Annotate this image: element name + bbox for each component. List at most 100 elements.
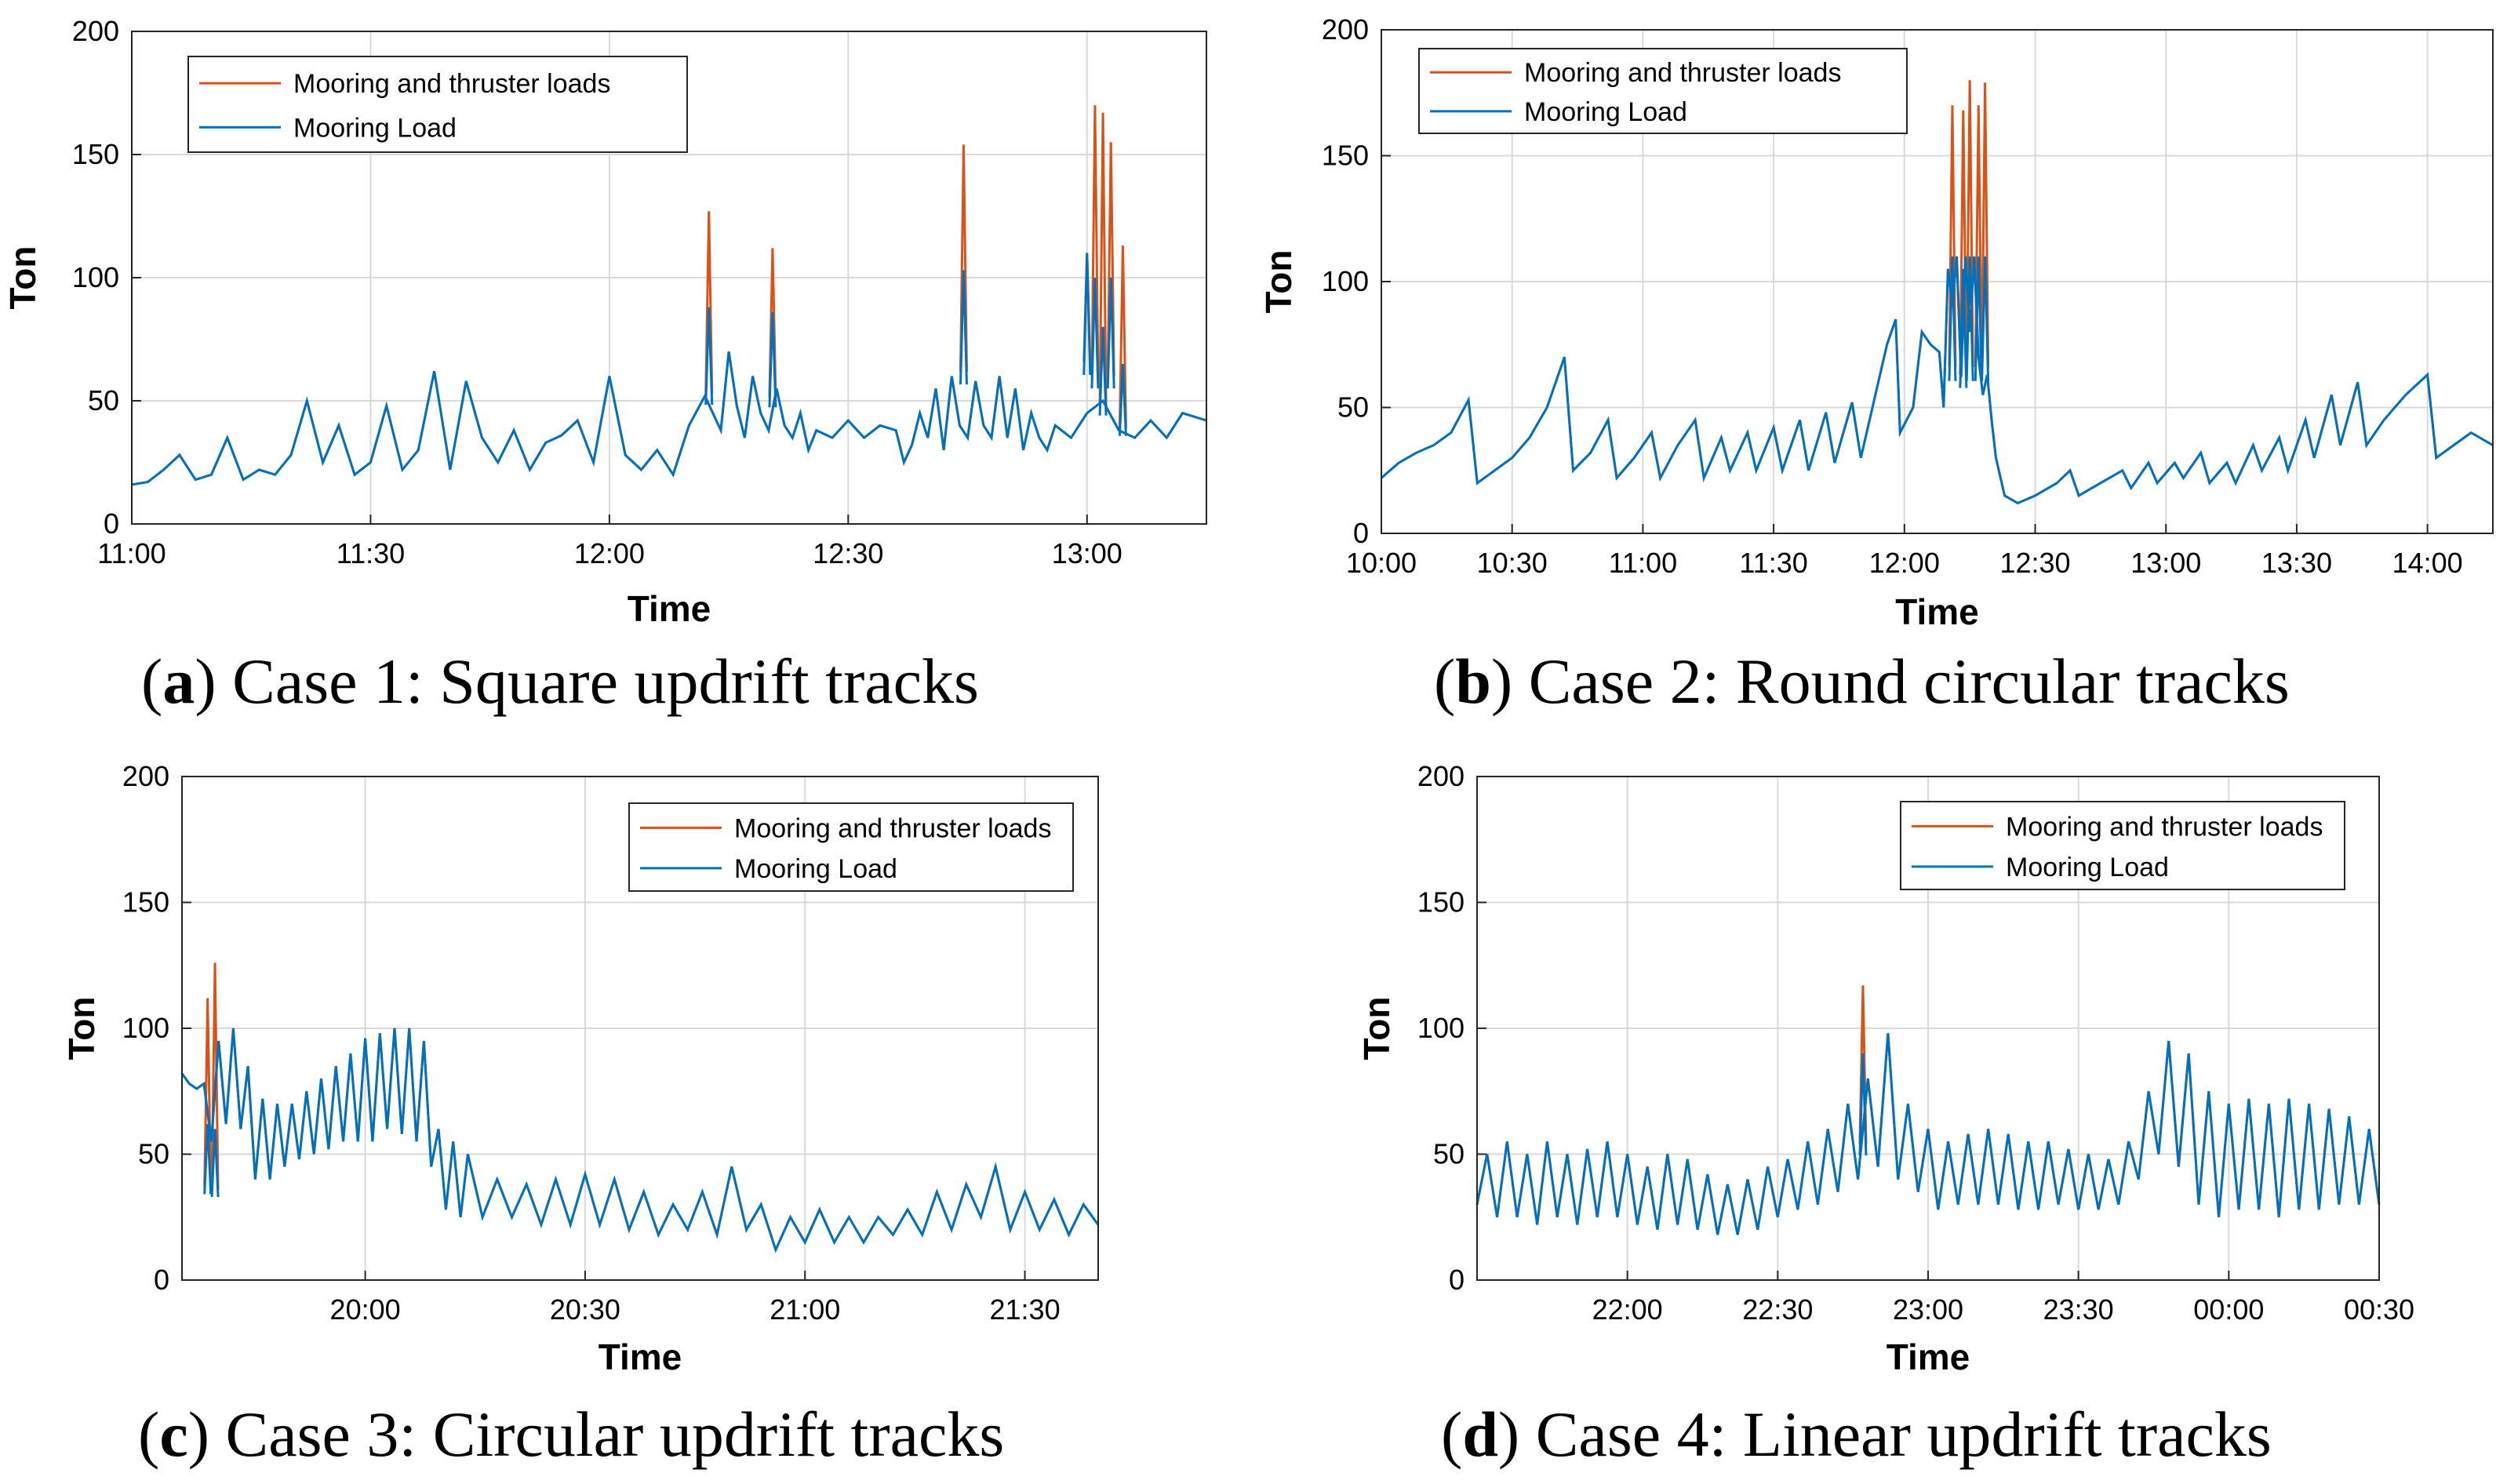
series-mooring-load-spike	[959, 270, 968, 385]
y-tick-label: 0	[104, 507, 119, 540]
x-tick-label: 11:30	[337, 537, 405, 569]
x-tick-label: 11:00	[1609, 547, 1677, 579]
y-tick-label: 100	[122, 1012, 169, 1044]
x-axis-label: Time	[599, 1337, 682, 1377]
x-tick-label: 12:00	[574, 537, 645, 569]
y-tick-label: 50	[88, 384, 119, 416]
series-mooring-thruster-spike	[1118, 246, 1127, 428]
x-tick-label: 13:30	[2261, 547, 2332, 579]
series-mooring-thruster-spike	[1098, 112, 1108, 406]
caption-d-letter: d	[1462, 1399, 1498, 1470]
caption-c-letter: c	[159, 1399, 188, 1470]
x-tick-label: 12:30	[813, 537, 883, 569]
legend-label-thruster: Mooring and thruster loads	[1524, 58, 1841, 88]
x-axis-label: Time	[1895, 591, 1979, 632]
series-mooring-load-spike	[1090, 277, 1100, 389]
series-mooring-load-spike	[704, 307, 714, 406]
legend-label-thruster: Mooring and thruster loads	[293, 69, 610, 99]
y-tick-label: 50	[1433, 1138, 1464, 1170]
y-tick-label: 150	[1322, 140, 1369, 172]
legend-box	[1900, 801, 2345, 890]
series-mooring-thruster-spike	[1090, 105, 1100, 376]
x-tick-label: 21:00	[770, 1293, 840, 1326]
y-tick-label: 200	[122, 760, 169, 792]
series-mooring-load-spike	[203, 1123, 213, 1195]
series-mooring-load-spike	[210, 1129, 220, 1198]
legend-box	[187, 56, 688, 153]
panel-b: 0 50 100 150 200 10:00 10:30 11:00 11:30 12:00 12:…	[1248, 0, 2496, 742]
y-tick-label: 200	[1417, 760, 1464, 792]
legend: Mooring and thruster loads Mooring Load	[628, 802, 1074, 892]
x-tick-label: 20:30	[550, 1293, 620, 1326]
series-mooring-load-spike	[1098, 326, 1108, 416]
x-tick-label: 10:00	[1346, 547, 1417, 579]
series-mooring-thruster-spike	[1974, 105, 1983, 368]
x-tick-label: 13:00	[2130, 547, 2201, 579]
x-tick-label: 20:00	[330, 1293, 401, 1326]
y-tick-label: 0	[154, 1264, 169, 1296]
chart-d-content: 0 50 100 150 200 22:00 22:30 23:00 23:30 00:00 00:…	[1356, 760, 2414, 1377]
y-tick-label: 0	[1449, 1264, 1464, 1296]
y-axis-label: Ton	[1356, 997, 1397, 1060]
x-tick-label: 12:30	[1999, 547, 2070, 579]
series-mooring-load-line	[1475, 1033, 2381, 1235]
chart-a: 0 50 100 150 200 11:00 11:30 12:00 12:30 13:00 Tim…	[2, 15, 1207, 629]
y-tick-label: 50	[138, 1138, 169, 1170]
legend-label-mooring: Mooring Load	[2006, 853, 2169, 882]
x-tick-label: 22:30	[1742, 1293, 1813, 1326]
series-mooring-load-spike	[1959, 268, 1968, 388]
y-tick-label: 150	[1417, 886, 1464, 918]
series-mooring-load-spike	[768, 311, 777, 408]
x-tick-label: 00:30	[2344, 1293, 2414, 1326]
caption-c: (c) Case 3: Circular updrift tracks	[138, 1399, 1005, 1470]
legend-label-thruster: Mooring and thruster loads	[2006, 812, 2323, 842]
caption-b-letter: b	[1455, 646, 1491, 717]
series-mooring-load-spike	[1118, 363, 1127, 436]
legend: Mooring and thruster loads Mooring Load	[187, 56, 688, 153]
x-tick-label: 23:30	[2043, 1293, 2114, 1326]
x-tick-label: 11:30	[1739, 547, 1807, 579]
chart-c-content: 0 50 100 150 200 20:00 20:30 21:00 21:30 Time Ton M…	[61, 760, 1100, 1377]
series-mooring-load-line	[180, 1028, 1100, 1253]
series-mooring-load-spike	[1082, 253, 1092, 376]
y-tick-label: 150	[72, 138, 119, 170]
y-axis-label: Ton	[61, 997, 102, 1060]
chart-a-content: 0 50 100 150 200 11:00 11:30 12:00 12:30 13:00 Tim…	[2, 15, 1207, 629]
legend-box	[628, 802, 1074, 892]
caption-a: (a) Case 1: Square updrift tracks	[141, 646, 979, 717]
y-axis-label: Ton	[1258, 250, 1299, 314]
x-tick-label: 23:00	[1893, 1293, 1963, 1326]
x-tick-label: 00:00	[2193, 1293, 2264, 1326]
panel-c: 0 50 100 150 200 20:00 20:30 21:00 21:30 Time Ton M…	[0, 742, 1248, 1484]
y-tick-label: 200	[72, 15, 119, 47]
caption-a-letter: a	[162, 646, 195, 717]
series-mooring-load-spike	[1106, 277, 1115, 389]
x-tick-label: 11:00	[97, 537, 166, 569]
chart-b: 0 50 100 150 200 10:00 10:30 11:00 11:30 12:00 12:…	[1258, 13, 2494, 632]
series-mooring-load-spike	[1974, 256, 1983, 381]
series-mooring-load-spike	[1981, 256, 1990, 381]
legend-label-mooring: Mooring Load	[734, 854, 897, 884]
x-tick-label: 10:30	[1477, 547, 1548, 579]
chart-c: 0 50 100 150 200 20:00 20:30 21:00 21:30 Time Ton M…	[61, 760, 1100, 1377]
series-mooring-thruster-spike	[1981, 82, 1990, 368]
legend-label-thruster: Mooring and thruster loads	[734, 813, 1051, 843]
y-tick-label: 100	[72, 261, 119, 293]
y-tick-label: 150	[122, 886, 169, 918]
legend-label-mooring: Mooring Load	[293, 113, 457, 143]
series-mooring-load-spike	[1965, 256, 1974, 381]
series-mooring-thruster-spike	[1106, 142, 1115, 376]
legend-box	[1418, 48, 1908, 134]
series-mooring-thruster-spike	[959, 144, 968, 372]
series-mooring-thruster-spike	[704, 211, 714, 395]
series-mooring-thruster-spike	[1965, 80, 1974, 368]
x-tick-label: 13:00	[1052, 537, 1122, 569]
x-tick-label: 12:00	[1869, 547, 1940, 579]
x-tick-label: 14:00	[2392, 547, 2463, 579]
chart-d: 0 50 100 150 200 22:00 22:30 23:00 23:30 00:00 00:…	[1356, 760, 2414, 1377]
y-tick-label: 200	[1322, 13, 1369, 45]
legend-label-mooring: Mooring Load	[1524, 97, 1687, 127]
series-mooring-load-line	[1381, 256, 2494, 505]
legend: Mooring and thruster loads Mooring Load	[1900, 801, 2345, 890]
y-tick-label: 100	[1322, 265, 1369, 297]
